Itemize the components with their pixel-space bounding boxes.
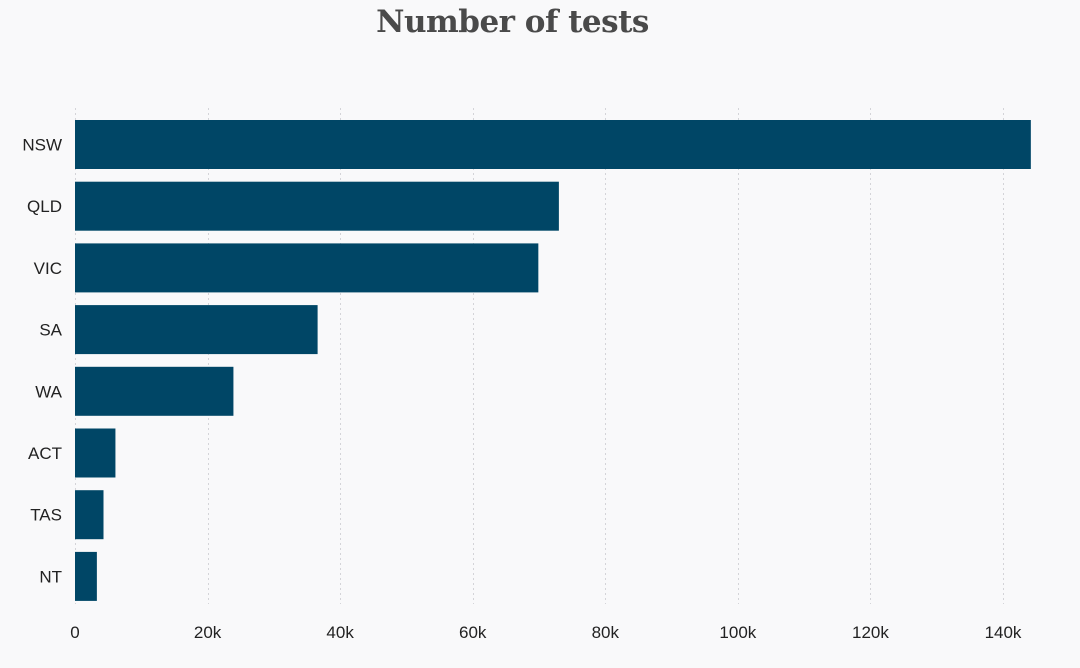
x-tick-label: 100k — [719, 623, 756, 642]
bar-sa — [75, 305, 318, 355]
x-tick-label: 80k — [592, 623, 620, 642]
bar-nt — [75, 551, 97, 601]
x-tick-label: 0 — [70, 623, 79, 642]
category-label-tas: TAS — [30, 506, 62, 525]
x-tick-label: 140k — [985, 623, 1022, 642]
bar-tas — [75, 490, 104, 540]
category-label-nsw: NSW — [22, 136, 62, 155]
x-tick-label: 60k — [459, 623, 487, 642]
x-tick-label: 40k — [326, 623, 354, 642]
category-label-vic: VIC — [34, 259, 62, 278]
category-label-sa: SA — [39, 321, 62, 340]
bars — [75, 120, 1031, 601]
category-label-nt: NT — [39, 567, 62, 586]
category-label-wa: WA — [35, 382, 62, 401]
bar-act — [75, 428, 116, 478]
x-tick-label: 20k — [194, 623, 222, 642]
chart-title: Number of tests — [376, 4, 649, 40]
category-label-qld: QLD — [27, 197, 62, 216]
category-label-act: ACT — [28, 444, 62, 463]
x-tick-labels: 0 20k 40k 60k 80k 100k 120k 140k — [70, 623, 1022, 642]
x-tick-label: 120k — [852, 623, 889, 642]
category-labels: NSW QLD VIC SA WA ACT TAS NT — [22, 136, 62, 587]
bar-wa — [75, 366, 234, 416]
bar-nsw — [75, 120, 1031, 169]
bar-qld — [75, 181, 559, 231]
bar-vic — [75, 243, 539, 293]
